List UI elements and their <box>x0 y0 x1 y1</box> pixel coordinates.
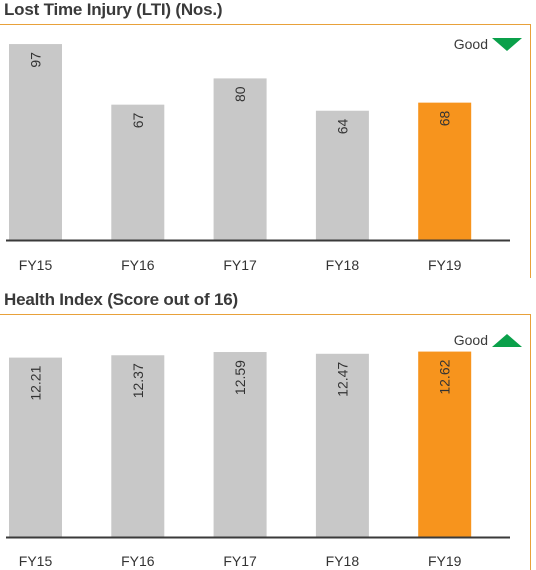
bar-fy19 <box>418 351 472 537</box>
value-label: 12.21 <box>28 365 44 400</box>
bar-fy16 <box>111 355 165 537</box>
health-index-chart: Health Index (Score out of 16) Good 12.2… <box>0 290 536 570</box>
bar-fy19 <box>418 102 472 240</box>
bar-fy18 <box>315 353 369 537</box>
category-label: FY17 <box>223 257 257 273</box>
chart-title: Lost Time Injury (LTI) (Nos.) <box>4 0 223 19</box>
category-label: FY16 <box>121 257 155 273</box>
value-label: 97 <box>28 52 44 68</box>
value-label: 64 <box>334 119 350 135</box>
category-label: FY15 <box>19 553 53 569</box>
title-rule <box>0 314 530 315</box>
triangle-down-icon <box>492 37 522 51</box>
bar-fy15 <box>9 44 62 241</box>
bar-fy16 <box>111 104 165 240</box>
bar-fy17 <box>213 78 267 241</box>
value-label: 12.47 <box>334 362 350 397</box>
category-label: FY18 <box>326 257 360 273</box>
side-rule <box>530 314 531 570</box>
good-indicator: Good <box>454 332 522 348</box>
category-label: FY19 <box>428 553 462 569</box>
value-label: 68 <box>437 110 453 126</box>
good-label: Good <box>453 332 488 348</box>
lti-plot: 97 FY15 67 FY16 80 FY17 64 FY18 68 FY19 <box>6 44 510 273</box>
lti-chart: Lost Time Injury (LTI) (Nos.) Good 97 FY1… <box>0 0 536 282</box>
bar-fy18 <box>315 110 369 240</box>
category-label: FY19 <box>428 257 462 273</box>
value-label: 80 <box>232 86 248 102</box>
category-label: FY15 <box>19 257 53 273</box>
value-label: 12.59 <box>232 360 248 395</box>
value-label: 12.37 <box>130 363 146 398</box>
category-label: FY18 <box>326 553 360 569</box>
category-label: FY16 <box>121 553 155 569</box>
good-indicator: Good <box>454 36 522 52</box>
bar-fy15 <box>9 357 62 537</box>
triangle-up-icon <box>492 333 522 347</box>
title-rule <box>0 24 530 25</box>
value-label: 67 <box>130 112 146 128</box>
side-rule <box>530 24 531 278</box>
value-label: 12.62 <box>437 359 453 394</box>
category-label: FY17 <box>223 553 257 569</box>
health-plot: 12.21 FY15 12.37 FY16 12.59 FY17 12.47 FY18 12.6… <box>6 351 510 569</box>
good-label: Good <box>453 36 488 52</box>
chart-title: Health Index (Score out of 16) <box>4 290 238 309</box>
bar-fy17 <box>213 352 267 537</box>
